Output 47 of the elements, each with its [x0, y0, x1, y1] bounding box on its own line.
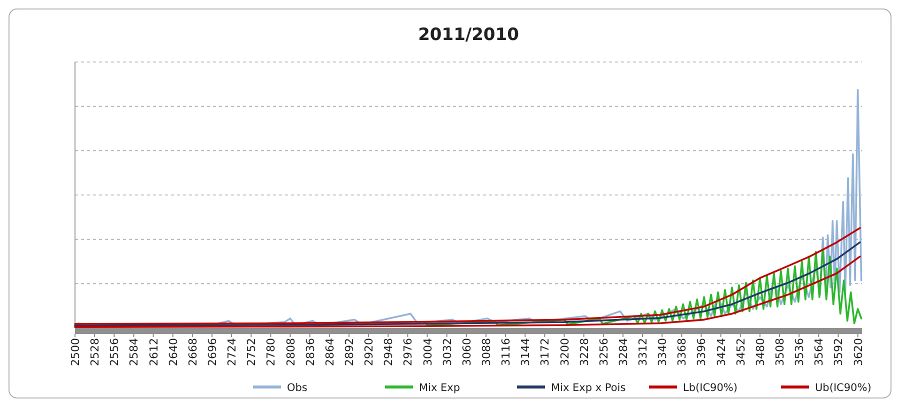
x-tick-label: 2640 — [166, 338, 180, 366]
x-tick-label: 2500 — [69, 338, 82, 366]
x-tick-label: 2948 — [382, 338, 396, 366]
x-tick-label: 2780 — [264, 338, 278, 366]
x-tick-label: 3508 — [774, 338, 787, 366]
x-tick-label: 3060 — [460, 338, 474, 366]
x-tick-label: 2724 — [226, 338, 239, 366]
x-tick-label: 3284 — [616, 338, 630, 366]
x-tick-label: 2696 — [206, 338, 219, 366]
x-tick-label: 2752 — [245, 338, 258, 366]
x-tick-label: 3564 — [812, 338, 826, 366]
x-tick-label: 3228 — [578, 338, 591, 366]
legend-label: Ub(IC90%) — [815, 382, 872, 394]
x-tick-label: 3620 — [852, 338, 865, 366]
x-tick-label: 3452 — [734, 338, 748, 366]
x-tick-label: 3088 — [480, 338, 493, 366]
x-tick-label: 3032 — [440, 338, 454, 366]
x-tick-label: 3536 — [793, 338, 806, 366]
x-tick-label: 3396 — [695, 338, 708, 366]
x-tick-label: 3144 — [519, 338, 532, 366]
x-tick-label: 2556 — [108, 338, 122, 366]
x-tick-label: 3256 — [597, 338, 610, 366]
legend-label: Mix Exp — [419, 382, 460, 394]
legend-label: Lb(IC90%) — [683, 382, 738, 394]
x-tick-label: 3340 — [656, 338, 670, 366]
x-tick-label: 3424 — [714, 338, 728, 366]
x-tick-label: 3368 — [676, 338, 689, 366]
x-tick-label: 3200 — [558, 338, 572, 366]
x-tick-label: 3592 — [832, 338, 846, 366]
x-tick-label: 2836 — [304, 338, 317, 366]
x-tick-label: 3480 — [754, 338, 767, 366]
x-tick-label: 3004 — [421, 338, 434, 366]
x-tick-label: 2920 — [362, 338, 376, 366]
x-tick-label: 2808 — [284, 338, 298, 366]
x-tick-label: 2528 — [88, 338, 102, 366]
x-tick-label: 2612 — [147, 338, 160, 366]
x-tick-label: 2668 — [186, 338, 200, 366]
x-tick-label: 2976 — [402, 338, 415, 366]
x-tick-label: 2892 — [342, 338, 356, 366]
legend-label: Obs — [287, 382, 308, 394]
x-tick-label: 3172 — [538, 338, 552, 366]
x-tick-label: 2584 — [128, 338, 141, 366]
x-tick-label: 3116 — [500, 338, 513, 366]
chart-title: 2011/2010 — [418, 25, 520, 45]
x-tick-label: 2864 — [323, 338, 336, 366]
legend-label: Mix Exp x Pois — [551, 382, 626, 394]
x-tick-label: 3312 — [636, 338, 650, 366]
